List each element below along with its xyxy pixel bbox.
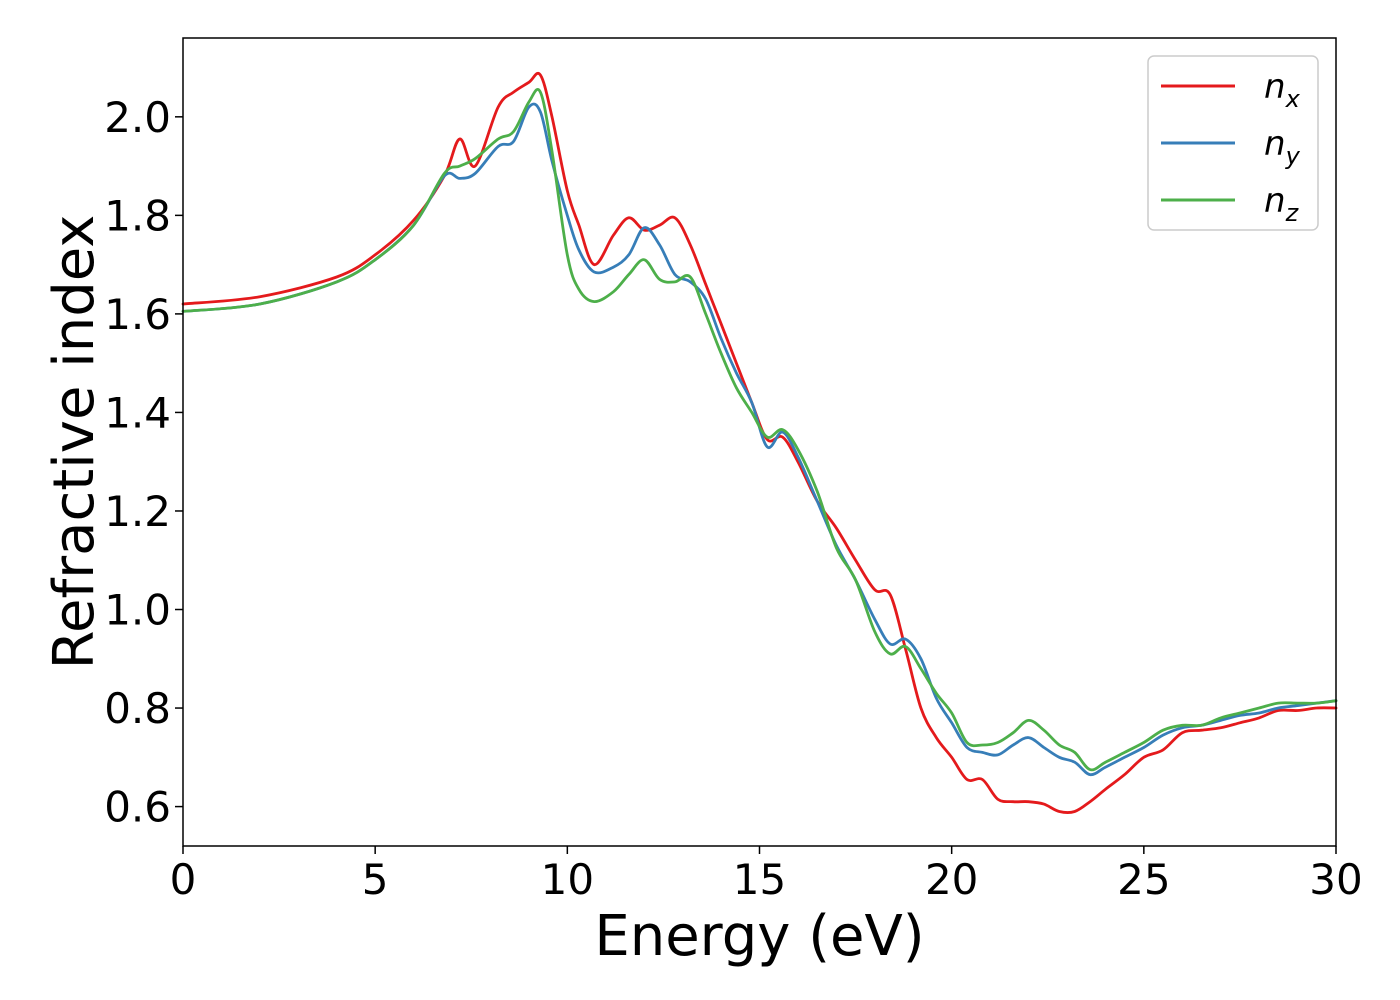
legend-label: nz	[1264, 181, 1300, 227]
series-layer	[181, 71, 1338, 814]
x-tick-label: 15	[733, 855, 786, 904]
y-tick-label: 1.8	[104, 191, 171, 240]
x-tick-label: 10	[541, 855, 594, 904]
x-tick-label: 20	[925, 855, 978, 904]
y-tick-label: 0.6	[104, 783, 171, 832]
x-tick-label: 25	[1117, 855, 1170, 904]
legend-label: ny	[1264, 124, 1301, 170]
x-tick-label: 30	[1309, 855, 1362, 904]
legend-label-subscript: y	[1285, 142, 1301, 170]
y-tick-label: 0.8	[104, 684, 171, 733]
legend-label-base: n	[1264, 67, 1286, 107]
y-tick-label: 1.6	[104, 290, 171, 339]
y-tick-label: 2.0	[104, 93, 171, 142]
series-line-ny	[181, 102, 1338, 777]
y-axis-title: Refractive index	[42, 215, 107, 670]
x-axis-title: Energy (eV)	[594, 904, 924, 969]
legend-label-base: n	[1264, 124, 1286, 164]
y-tick-label: 1.2	[104, 487, 171, 536]
legend-label-base: n	[1264, 181, 1286, 221]
legend-label: nx	[1264, 67, 1301, 113]
y-axis: 0.6 0.8 1.0 1.2 1.4 1.6 1.8 2.0	[104, 93, 183, 832]
series-line-nz	[181, 87, 1338, 772]
x-tick-label: 0	[170, 855, 197, 904]
y-tick-label: 1.4	[104, 388, 171, 437]
legend-label-subscript: z	[1285, 199, 1300, 227]
x-tick-label: 5	[362, 855, 389, 904]
x-axis: 0 5 10 15 20 25 30	[170, 846, 1363, 904]
y-tick-label: 1.0	[104, 586, 171, 635]
legend-label-subscript: x	[1285, 85, 1301, 113]
